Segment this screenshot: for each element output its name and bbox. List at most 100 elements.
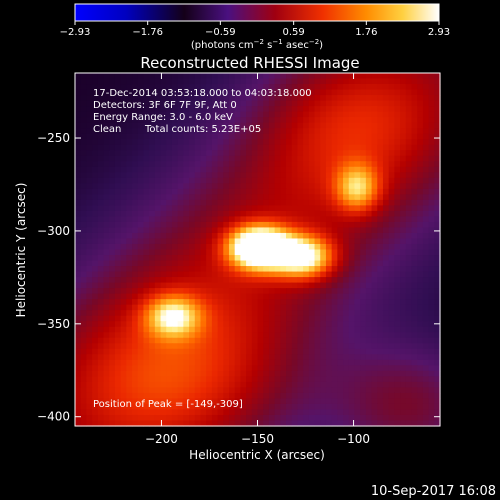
heatmap-cell: [120, 243, 127, 251]
heatmap-cell: [92, 299, 99, 306]
heatmap-cell: [149, 95, 156, 102]
heatmap-cell: [411, 293, 418, 300]
heatmap-cell: [200, 188, 207, 195]
heatmap-cell: [297, 321, 304, 328]
heatmap-cell: [405, 409, 413, 416]
heatmap-cell: [114, 293, 122, 300]
heatmap-cell: [228, 359, 236, 366]
heatmap-cell: [286, 343, 293, 350]
heatmap-cell: [80, 106, 87, 113]
heatmap-cell: [308, 365, 316, 372]
heatmap-cell: [126, 73, 133, 80]
heatmap-cell: [263, 343, 270, 350]
heatmap-cell: [354, 232, 361, 240]
heatmap-cell: [331, 337, 338, 344]
heatmap-cell: [240, 293, 247, 300]
heatmap-cell: [92, 304, 99, 311]
heatmap-cell: [308, 310, 316, 317]
heatmap-cell: [388, 315, 395, 322]
heatmap-cell: [154, 177, 162, 184]
heatmap-cell: [103, 205, 110, 212]
heatmap-cell: [286, 95, 293, 102]
heatmap-cell: [263, 398, 270, 405]
heatmap-cell: [228, 271, 236, 278]
heatmap-cell: [143, 365, 150, 372]
heatmap-cell: [126, 255, 133, 262]
heatmap-cell: [291, 266, 299, 273]
heatmap-cell: [428, 78, 435, 85]
heatmap-cell: [405, 326, 413, 333]
heatmap-cell: [223, 288, 230, 295]
heatmap-cell: [109, 260, 116, 267]
heatmap-cell: [240, 128, 247, 135]
heatmap-cell: [143, 205, 150, 212]
heatmap-cell: [132, 370, 139, 377]
heatmap-cell: [337, 354, 344, 361]
heatmap-cell: [109, 288, 116, 295]
heatmap-cell: [251, 332, 259, 339]
heatmap-cell: [400, 348, 407, 355]
heatmap-cell: [194, 111, 202, 118]
heatmap-cell: [434, 155, 441, 162]
heatmap-cell: [143, 282, 150, 289]
heatmap-cell: [434, 188, 441, 195]
heatmap-cell: [137, 376, 145, 383]
heatmap-cell: [80, 78, 87, 85]
heatmap-cell: [417, 332, 424, 339]
heatmap-cell: [268, 95, 276, 102]
heatmap-cell: [143, 100, 150, 107]
heatmap-cell: [331, 266, 338, 273]
heatmap-cell: [314, 420, 321, 427]
heatmap-cell: [257, 100, 264, 107]
heatmap-cell: [246, 188, 253, 195]
heatmap-cell: [171, 122, 179, 129]
heatmap-cell: [109, 420, 116, 427]
heatmap-cell: [308, 315, 316, 322]
heatmap-cell: [132, 188, 139, 195]
heatmap-cell: [120, 376, 127, 383]
heatmap-cell: [154, 232, 162, 240]
heatmap-cell: [371, 310, 378, 317]
heatmap-cell: [120, 343, 127, 350]
heatmap-cell: [183, 348, 190, 355]
heatmap-cell: [388, 359, 395, 366]
heatmap-cell: [348, 172, 356, 179]
heatmap-cell: [377, 144, 384, 151]
heatmap-cell: [274, 288, 281, 295]
heatmap-cell: [268, 243, 276, 251]
heatmap-cell: [206, 271, 213, 278]
heatmap-cell: [280, 95, 287, 102]
heatmap-cell: [343, 128, 350, 135]
heatmap-cell: [337, 376, 344, 383]
heatmap-cell: [343, 315, 350, 322]
heatmap-cell: [183, 282, 190, 289]
heatmap-cell: [223, 221, 230, 229]
heatmap-cell: [223, 326, 230, 333]
heatmap-cell: [103, 381, 110, 388]
heatmap-cell: [411, 106, 418, 113]
heatmap-cell: [382, 409, 390, 416]
heatmap-cell: [223, 166, 230, 173]
heatmap-cell: [160, 348, 167, 355]
heatmap-cell: [405, 122, 413, 129]
heatmap-cell: [263, 177, 270, 184]
heatmap-cell: [120, 282, 127, 289]
heatmap-cell: [348, 144, 356, 151]
heatmap-cell: [400, 337, 407, 344]
heatmap-cell: [268, 133, 276, 140]
heatmap-cell: [343, 403, 350, 411]
heatmap-cell: [257, 205, 264, 212]
heatmap-cell: [206, 282, 213, 289]
heatmap-cell: [354, 161, 361, 168]
heatmap-cell: [189, 392, 196, 400]
heatmap-cell: [371, 304, 378, 311]
heatmap-cell: [337, 95, 344, 102]
heatmap-cell: [422, 387, 430, 394]
heatmap-cell: [337, 288, 344, 295]
heatmap-cell: [417, 398, 424, 405]
heatmap-cell: [434, 365, 441, 372]
heatmap-cell: [354, 392, 361, 400]
heatmap-cell: [109, 370, 116, 377]
heatmap-cell: [394, 310, 401, 317]
heatmap-cell: [228, 238, 236, 245]
